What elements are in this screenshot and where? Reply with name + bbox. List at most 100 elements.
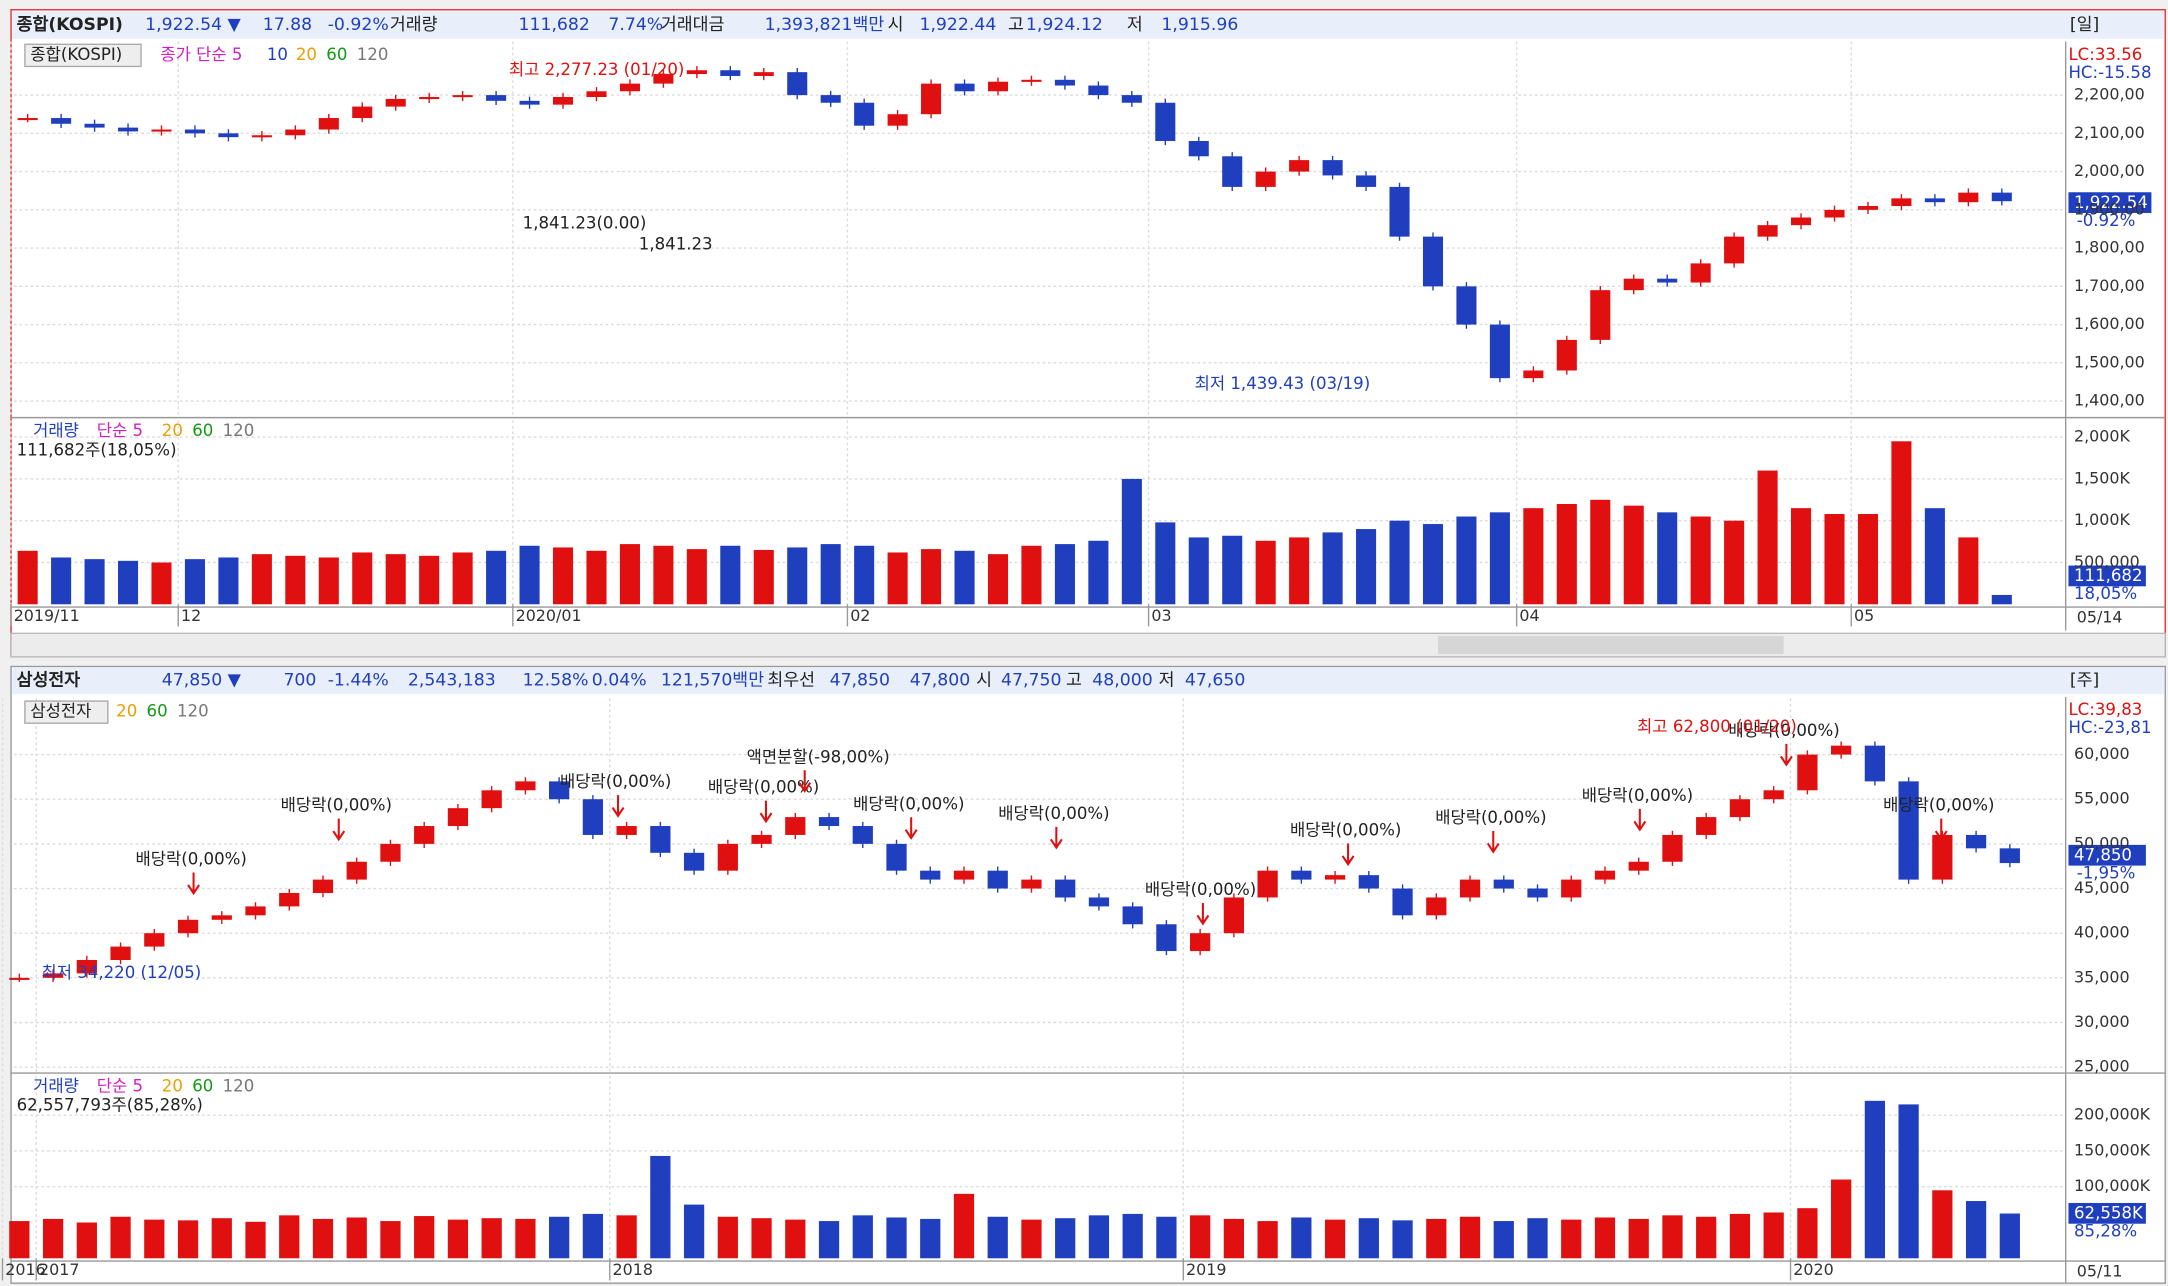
arrow xyxy=(1341,843,1355,867)
candle xyxy=(211,915,232,920)
candle xyxy=(1021,79,1042,82)
candle xyxy=(1857,206,1879,210)
candle xyxy=(414,826,435,844)
volume-bar xyxy=(1932,1190,1953,1259)
candle xyxy=(285,129,306,136)
candle xyxy=(683,852,705,871)
y-tick-label: 1,900,00 xyxy=(2074,199,2145,218)
candle xyxy=(352,106,373,119)
candle xyxy=(1255,171,1276,187)
candle xyxy=(184,129,205,134)
y-tick-label: 2,200,00 xyxy=(2074,85,2145,104)
volume-bar xyxy=(1561,1219,1582,1259)
volume-bar xyxy=(920,1218,941,1259)
volume-bar xyxy=(452,552,473,605)
candle xyxy=(751,834,772,844)
volume-bar xyxy=(1628,1218,1649,1259)
dividend-annotations: 배당락(0,00%) 배당락(0,00%) 배당락(0,00%) 배당락(0,0… xyxy=(136,721,1995,899)
candle xyxy=(1657,278,1678,283)
header-field: 저 xyxy=(1159,670,1175,690)
candle xyxy=(1156,924,1177,952)
volume-bar xyxy=(1422,524,1444,605)
volume-bar xyxy=(1222,535,1243,605)
volume-bar xyxy=(1389,520,1410,605)
volume-bar xyxy=(717,1216,738,1259)
y-tick-label: 55,000 xyxy=(2074,789,2130,808)
volume-bar xyxy=(285,555,306,605)
candle xyxy=(84,123,105,128)
candle xyxy=(312,879,334,894)
arrow xyxy=(332,818,346,842)
arrow xyxy=(904,817,918,840)
y-tick-label: 50,000 xyxy=(2074,833,2130,852)
legend-label: 거래량 xyxy=(33,421,79,440)
annotation: LC:33.56 xyxy=(2068,45,2142,64)
volume-bar xyxy=(820,544,841,605)
annotation: 배당락(0,00%) xyxy=(998,804,1109,823)
volume-bar xyxy=(1489,512,1510,605)
volume-bar xyxy=(84,559,105,605)
candle xyxy=(1623,278,1644,291)
volume-bar xyxy=(318,557,339,605)
header-field: 111,682 xyxy=(518,15,589,35)
volume-bar xyxy=(1358,1218,1379,1259)
legend-box xyxy=(24,700,109,724)
annotation: 최고 2,277.23 (01/20) xyxy=(509,60,685,79)
candle xyxy=(1662,834,1683,862)
candle xyxy=(1763,790,1784,800)
header-field: 시 xyxy=(888,15,904,35)
header-field: 48,000 xyxy=(1092,670,1152,690)
header-field: 12.58% xyxy=(523,670,589,690)
y-tick-label: 1,000K xyxy=(2074,510,2130,529)
y-tick-label: 25,000 xyxy=(2074,1057,2130,1076)
candle xyxy=(1021,879,1042,889)
y-tick-label: 150,000K xyxy=(2074,1140,2151,1159)
volume-bar xyxy=(117,560,139,605)
candle xyxy=(1724,236,1745,264)
candle xyxy=(17,118,38,121)
arrow xyxy=(1196,902,1210,926)
candle xyxy=(753,72,774,76)
volume-bar xyxy=(447,1219,469,1259)
candle xyxy=(519,100,540,105)
volume-bar xyxy=(1055,1218,1076,1259)
annotation: 최고 62,800 (01/20) xyxy=(1637,717,1797,736)
candle xyxy=(717,843,738,871)
volume-bar xyxy=(1724,520,1745,605)
candle xyxy=(218,133,239,138)
volume-bar xyxy=(751,1218,772,1259)
legend-label: 20 xyxy=(116,702,137,721)
volume-bar xyxy=(1054,544,1075,605)
annotation: HC:-23,81 xyxy=(2068,718,2151,737)
candle xyxy=(419,97,440,100)
y-tick-label: 1,800,00 xyxy=(2074,238,2145,257)
candle xyxy=(1561,879,1582,898)
scroll-thumb[interactable] xyxy=(1437,636,1784,655)
candle xyxy=(653,74,674,84)
x-tick-label: 03 xyxy=(1151,606,1171,625)
candle xyxy=(1729,799,1751,818)
candle xyxy=(1628,861,1649,871)
arrow xyxy=(611,795,625,818)
volume-bar xyxy=(245,1221,266,1259)
volume-bar xyxy=(753,549,774,605)
volume-bar xyxy=(312,1218,334,1259)
candle xyxy=(616,826,637,835)
y-tick-label: 45,000 xyxy=(2074,878,2130,897)
volume-bar xyxy=(1255,540,1276,605)
candle xyxy=(1924,198,1945,203)
candle xyxy=(1831,745,1852,755)
scrollbar[interactable] xyxy=(10,632,2166,658)
y-tick-label: 2,000,00 xyxy=(2074,161,2145,180)
candle xyxy=(854,102,875,126)
candle xyxy=(1088,85,1109,96)
candle xyxy=(346,861,367,880)
legend-label: 20 xyxy=(162,1076,183,1095)
candle xyxy=(1459,879,1481,898)
volume-bar xyxy=(619,544,640,605)
header-field: 고 xyxy=(1008,15,1024,35)
volume-bar xyxy=(1088,1215,1110,1259)
kospi-header: 종합(KOSPI) 1,922.54 ▼ 17.88 -0.92% 거래량 111,682… xyxy=(17,14,2100,35)
legend-label: 단순 5 xyxy=(97,421,143,440)
volume-bar xyxy=(1690,516,1711,605)
